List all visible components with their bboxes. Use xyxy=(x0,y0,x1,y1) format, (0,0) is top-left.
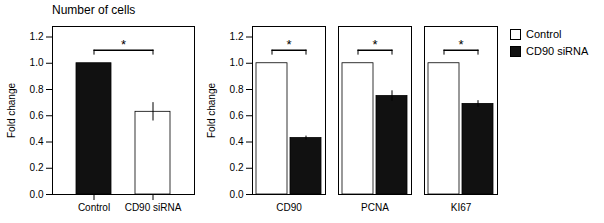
svg-text:1.0: 1.0 xyxy=(230,57,244,68)
svg-text:*: * xyxy=(121,37,126,52)
svg-text:Control: Control xyxy=(78,202,110,213)
svg-text:0.0: 0.0 xyxy=(30,189,44,200)
svg-text:Fold change: Fold change xyxy=(6,83,17,138)
svg-text:Fold change: Fold change xyxy=(206,83,217,138)
html-text:Control: Control xyxy=(526,28,562,40)
svg-text:1.2: 1.2 xyxy=(230,31,244,42)
svg-text:0.2: 0.2 xyxy=(30,162,44,173)
svg-text:0.6: 0.6 xyxy=(230,110,244,121)
svg-text:1.2: 1.2 xyxy=(30,31,44,42)
svg-text:CD90: CD90 xyxy=(276,202,302,213)
svg-text:*: * xyxy=(458,37,463,52)
svg-text:CD90 siRNA: CD90 siRNA xyxy=(125,202,182,213)
svg-text:PCNA: PCNA xyxy=(361,202,389,213)
html-text:Number of cells: Number of cells xyxy=(52,3,136,17)
html-text:CD90 siRNA: CD90 siRNA xyxy=(526,45,589,57)
svg-text:0.8: 0.8 xyxy=(30,84,44,95)
svg-text:*: * xyxy=(286,37,291,52)
svg-text:0.4: 0.4 xyxy=(230,136,244,147)
svg-text:0.4: 0.4 xyxy=(30,136,44,147)
svg-text:0.0: 0.0 xyxy=(230,189,244,200)
svg-text:0.6: 0.6 xyxy=(30,110,44,121)
svg-text:1.0: 1.0 xyxy=(30,57,44,68)
svg-text:KI67: KI67 xyxy=(451,202,472,213)
svg-text:0.2: 0.2 xyxy=(230,162,244,173)
svg-text:*: * xyxy=(372,37,377,52)
svg-text:0.8: 0.8 xyxy=(230,84,244,95)
